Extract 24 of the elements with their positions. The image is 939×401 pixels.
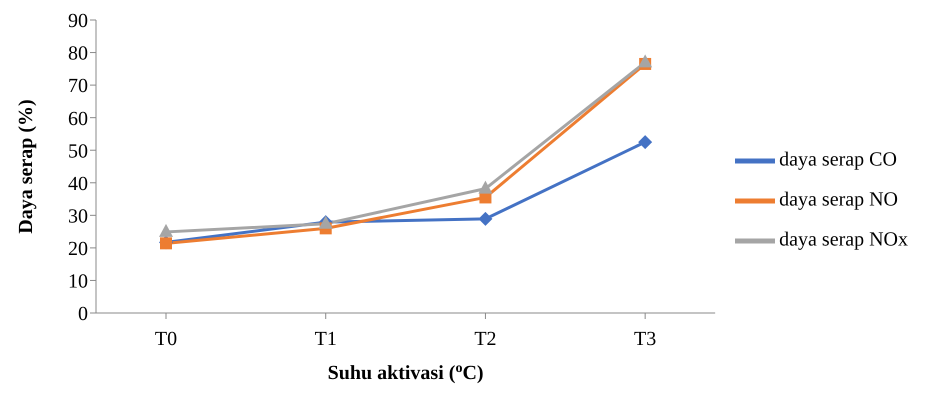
y-tick-label: 50 — [68, 140, 88, 162]
point — [159, 224, 173, 237]
point — [638, 54, 652, 68]
y-tick-label: 40 — [68, 172, 88, 195]
y-tick-label: 20 — [68, 238, 88, 260]
x-tick-label: T1 — [314, 328, 337, 350]
point — [638, 135, 652, 150]
point — [478, 180, 492, 194]
y-tick-label: 70 — [68, 75, 88, 98]
x-tick-label: T3 — [634, 328, 656, 350]
legend-label: daya serap CO — [779, 148, 897, 170]
y-tick-label: 80 — [68, 42, 88, 65]
y-tick-label: 10 — [68, 270, 88, 293]
x-tick-label: T0 — [154, 328, 178, 350]
y-tick-label: 60 — [68, 108, 88, 130]
y-tick-label: 0 — [78, 303, 88, 326]
x-tick-label: T2 — [474, 328, 497, 350]
legend-label: daya serap NO — [779, 188, 898, 210]
y-tick-label: 90 — [68, 10, 88, 32]
legend-label: daya serap NOx — [779, 228, 908, 250]
y-tick-label: 30 — [68, 205, 88, 228]
point — [478, 212, 492, 226]
y-axis-title: Daya serap (%) — [15, 99, 37, 234]
x-axis-title: Suhu aktivasi ($^{o}$C) — [328, 360, 484, 384]
